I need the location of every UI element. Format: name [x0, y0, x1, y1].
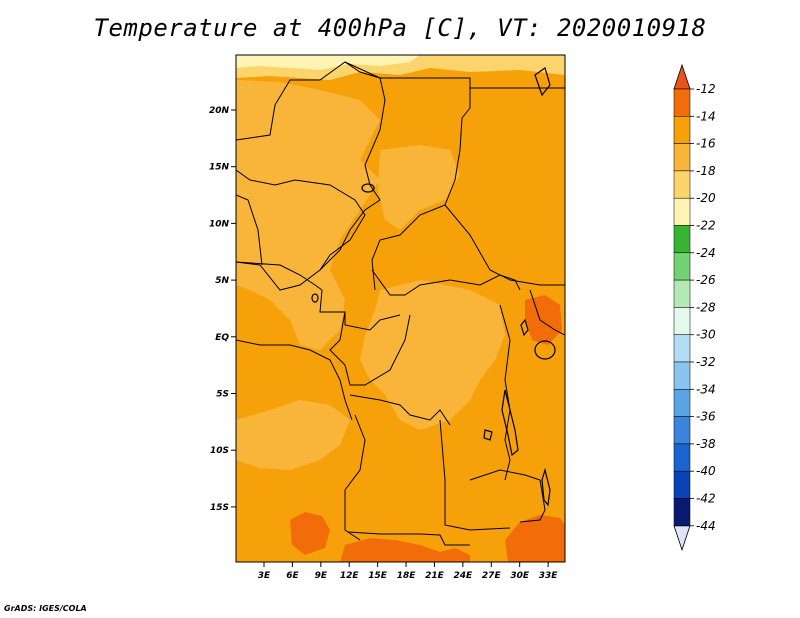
- colorbar-segment: [673, 143, 691, 172]
- lon-tick-label: 12E: [340, 571, 360, 581]
- colorbar-segment: [673, 279, 691, 308]
- colorbar-segment: [673, 170, 691, 199]
- lake-red-sea-coast: [534, 67, 551, 97]
- colorbar-label: -28: [696, 300, 716, 314]
- colorbar-label: -42: [696, 492, 716, 506]
- colorbar-label: -12: [696, 82, 716, 96]
- colorbar-label: -24: [696, 246, 716, 260]
- colorbar-label: -16: [696, 137, 716, 151]
- coastline-gulf: [236, 261, 323, 291]
- lat-tick-label: 10N: [209, 219, 230, 229]
- lon-tick-label: 33E: [539, 571, 559, 581]
- lake-chad: [361, 183, 375, 193]
- map-frame: [235, 54, 566, 563]
- lon-tick-label: 3E: [258, 571, 271, 581]
- colorbar-label: -36: [696, 410, 716, 424]
- colorbar-segment: [673, 470, 691, 499]
- colorbar-segment: [673, 416, 691, 445]
- field-cool-west: [236, 80, 380, 350]
- border-angola-zambia: [439, 419, 511, 531]
- colorbar-label: -40: [696, 464, 716, 478]
- border-nigeria-east: [236, 169, 366, 291]
- colorbar-segment: [673, 88, 691, 117]
- colorbar-label: -30: [696, 328, 716, 342]
- lat-tick-label: 5S: [216, 390, 229, 400]
- lakes: [311, 67, 556, 507]
- field-coolest-north: [236, 55, 420, 70]
- lon-tick-label: 24E: [454, 571, 474, 581]
- border-drc-west: [349, 394, 451, 426]
- field-warm-south: [340, 538, 470, 562]
- field-cool-central: [360, 280, 505, 430]
- colorbar-label: -18: [696, 164, 716, 178]
- country-boundaries: [236, 61, 565, 546]
- colorbar-top-arrow: [673, 63, 691, 90]
- lat-tick-label: 15N: [209, 163, 230, 173]
- colorbar-segment: [673, 225, 691, 254]
- lake-albert: [520, 318, 529, 337]
- lon-tick-label: 9E: [315, 571, 328, 581]
- lat-tick-label: 15S: [210, 503, 229, 513]
- colorbar-bottom-arrow: [673, 525, 691, 552]
- lon-tick-label: 27E: [482, 571, 502, 581]
- border-sudan-ss: [444, 204, 565, 286]
- field-warm-southwest: [290, 512, 330, 555]
- lat-tick-label: EQ: [215, 333, 229, 343]
- credit-label: GrADS: IGES/COLA: [4, 604, 87, 613]
- border-benin: [236, 194, 263, 266]
- latitude-axis: 20N 15N 10N 5N EQ 5S 10S 15S: [209, 106, 236, 513]
- coastline-west: [236, 339, 353, 421]
- colorbar-label: -44: [696, 519, 716, 533]
- lat-tick-label: 10S: [210, 446, 229, 456]
- longitude-axis: 3E 6E 9E 12E 15E 18E 21E 24E 27E 30E 33E: [258, 562, 558, 581]
- colorbar-label: -14: [696, 109, 716, 123]
- lake-victoria: [534, 340, 556, 360]
- field-warm-east: [525, 295, 562, 345]
- colorbar-segment: [673, 307, 691, 335]
- lon-tick-label: 18E: [397, 571, 417, 581]
- colorbar-segment: [673, 116, 691, 144]
- map-title: Temperature at 400hPa [C], VT: 202001091…: [93, 14, 707, 42]
- colorbar-label: -22: [696, 219, 716, 233]
- field-warm-southeast: [505, 515, 565, 562]
- colorbar-segment: [673, 443, 691, 472]
- colorbar-label: -32: [696, 355, 716, 369]
- lat-tick-label: 5N: [215, 276, 229, 286]
- colorbar-segment: [673, 252, 691, 281]
- lake-tanganyika: [501, 389, 519, 457]
- colorbar-segment: [673, 334, 691, 363]
- colorbar-segment: [673, 197, 691, 226]
- lon-tick-label: 6E: [286, 571, 299, 581]
- colorbar: -12 -14 -16 -18 -20 -22 -24 -26 -28 -30 -32 -34 -36 -…: [673, 63, 716, 552]
- field-cool-northeast: [378, 145, 460, 230]
- border-chad-sudan: [371, 117, 463, 291]
- border-kenya: [529, 289, 565, 336]
- colorbar-label: -34: [696, 382, 716, 396]
- colorbar-segment: [673, 389, 691, 417]
- border-gabon-congo: [329, 311, 411, 386]
- colorbar-label: -20: [696, 191, 716, 205]
- temperature-field: [236, 55, 565, 562]
- border-zambia-east: [469, 469, 546, 523]
- colorbar-label: -26: [696, 273, 716, 287]
- border-niger-south: [236, 61, 381, 141]
- lake-volta: [311, 293, 319, 303]
- colorbar-segment: [673, 498, 691, 527]
- colorbar-label: -38: [696, 437, 716, 451]
- lon-tick-label: 21E: [425, 571, 445, 581]
- border-angola-namibia: [347, 531, 470, 546]
- border-libya-chad: [344, 61, 471, 119]
- lat-tick-label: 20N: [209, 106, 230, 116]
- border-cameroon-south: [319, 289, 401, 331]
- field-cool-south: [236, 400, 350, 470]
- lake-mweru: [483, 429, 493, 441]
- border-chad-west: [319, 77, 386, 271]
- border-car-south: [371, 269, 521, 296]
- colorbar-segment: [673, 361, 691, 390]
- lon-tick-label: 15E: [368, 571, 388, 581]
- lake-malawi: [541, 467, 551, 507]
- lon-tick-label: 30E: [510, 571, 530, 581]
- border-angola-drc: [344, 414, 366, 541]
